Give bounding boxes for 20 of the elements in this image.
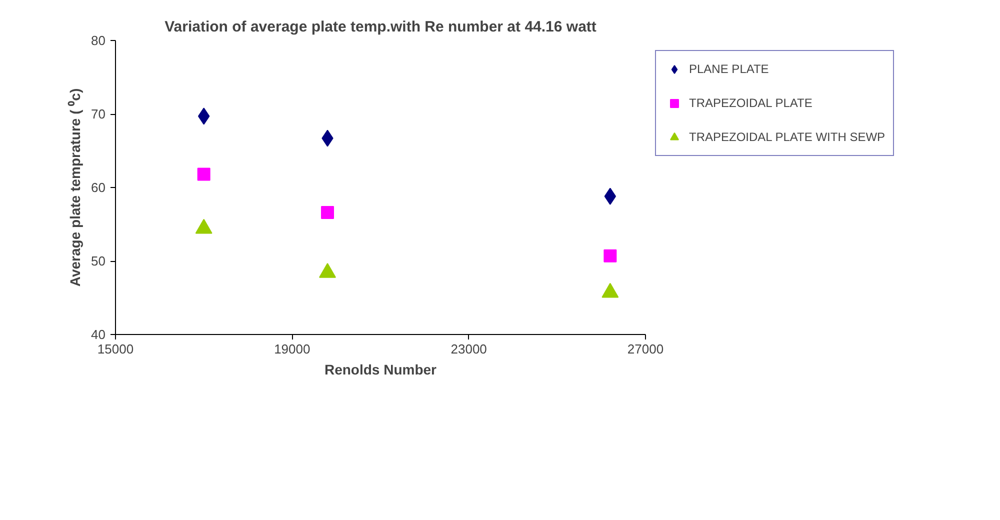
y-tick-label: 60 — [91, 180, 106, 195]
y-tick-label: 50 — [91, 254, 106, 268]
legend-label: PLANE PLATE — [689, 62, 769, 76]
x-tick-label: 15000 — [97, 342, 134, 356]
x-tick-label: 23000 — [450, 342, 487, 356]
y-tick-label: 80 — [91, 33, 106, 48]
point — [197, 168, 210, 181]
y-tick-label: 70 — [91, 106, 106, 122]
y-axis-title: Average plate temprature ( ⁰c) — [67, 88, 84, 287]
x-axis-title: Renolds Number — [324, 362, 438, 378]
point — [319, 263, 336, 278]
point — [602, 282, 619, 298]
legend-label: TRAPEZOIDAL PLATE — [689, 96, 812, 110]
point — [321, 206, 334, 219]
x-tick-label: 27000 — [627, 342, 664, 356]
chart-title: Variation of average plate temp.with Re number at 44.16 watt — [164, 18, 596, 36]
y-tick-label: 40 — [91, 327, 106, 342]
x-tick-label: 19000 — [274, 342, 310, 356]
point — [195, 218, 212, 234]
legend-label: TRAPEZOIDAL PLATE WITH SEWP — [689, 130, 886, 144]
